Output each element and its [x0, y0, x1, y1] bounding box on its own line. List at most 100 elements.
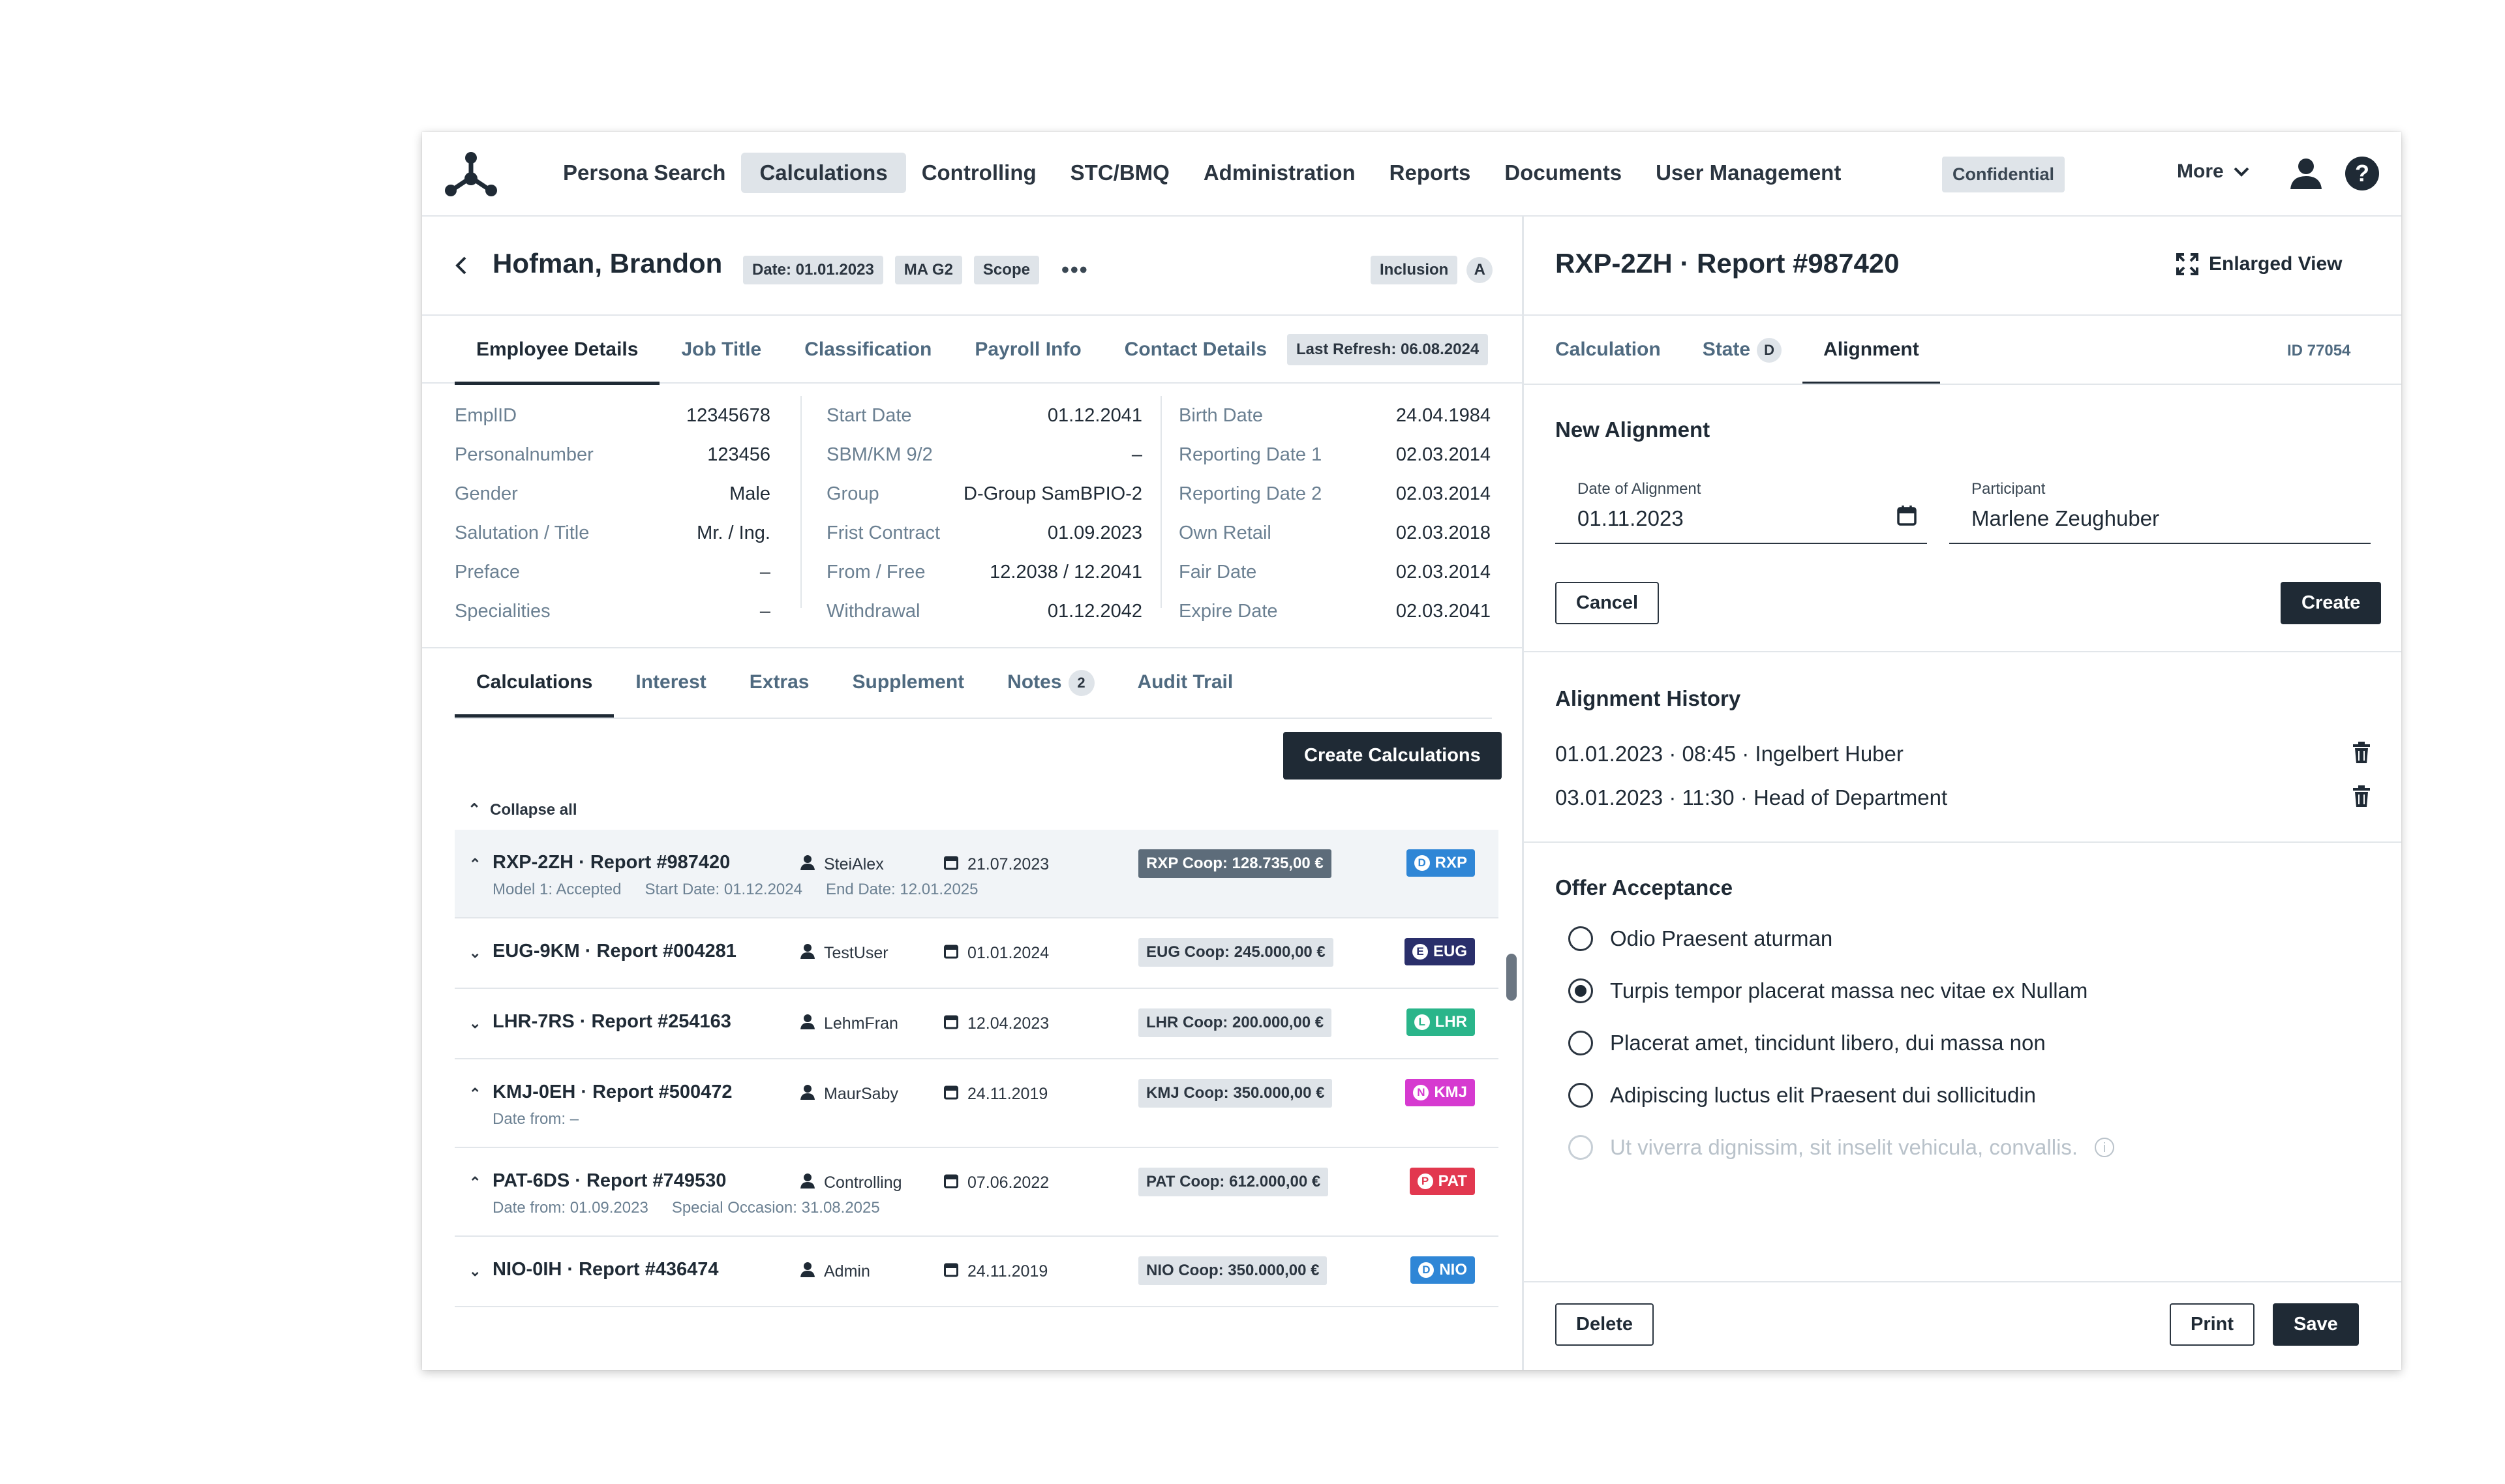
report-date: 24.11.2019: [944, 1262, 1048, 1282]
details-column-1: EmplID 12345678 Personalnumber 123456 Gender…: [455, 396, 770, 631]
tab-classification[interactable]: Classification: [804, 339, 932, 360]
calendar-icon: [944, 1084, 958, 1104]
scope-chip: Scope: [973, 256, 1039, 284]
trash-icon[interactable]: [2352, 785, 2371, 813]
nav-controlling[interactable]: Controlling: [921, 160, 1037, 185]
report-title: RXP-2ZH · Report #987420: [1555, 248, 1900, 279]
detail-label: Expire Date: [1179, 601, 1278, 622]
detail-value: Mr. / Ing.: [697, 522, 770, 543]
nav-administration[interactable]: Administration: [1203, 160, 1356, 185]
tab-audit-trail[interactable]: Audit Trail: [1137, 671, 1234, 693]
offer-acceptance-title: Offer Acceptance: [1555, 875, 1733, 900]
delete-button[interactable]: Delete: [1555, 1303, 1654, 1346]
report-detail-text: Date from: –: [493, 1110, 579, 1128]
chevron-up-icon[interactable]: ⌃: [469, 856, 481, 872]
cancel-button[interactable]: Cancel: [1555, 582, 1660, 624]
detail-row: Withdrawal 01.12.2042: [827, 592, 1142, 631]
nav-persona-search[interactable]: Persona Search: [563, 160, 726, 185]
tab-payroll-info[interactable]: Payroll Info: [975, 339, 1082, 360]
report-row[interactable]: ⌄ EUG-9KM · Report #004281 TestUser 01.01.2…: [455, 918, 1498, 989]
more-menu[interactable]: More: [2177, 160, 2250, 183]
tab-job-title[interactable]: Job Title: [681, 339, 762, 360]
detail-row: From / Free 12.2038 / 12.2041: [827, 553, 1142, 592]
tab-notes[interactable]: Notes 2: [986, 648, 1116, 716]
chevron-up-icon[interactable]: ⌃: [469, 1085, 481, 1102]
offer-option[interactable]: Adipiscing luctus elit Praesent dui soll…: [1568, 1083, 2036, 1108]
more-options-icon[interactable]: •••: [1061, 257, 1089, 282]
tab-calculations[interactable]: Calculations: [455, 648, 615, 718]
report-row[interactable]: ⌃ PAT-6DS · Report #749530 Controlling 07.0…: [455, 1148, 1498, 1237]
tab-extras[interactable]: Extras: [749, 671, 810, 693]
calendar-icon: [944, 943, 958, 963]
tab-state[interactable]: State D: [1682, 316, 1802, 384]
info-icon[interactable]: i: [2095, 1138, 2115, 1157]
report-row-main: ⌄ EUG-9KM · Report #004281 TestUser 01.01.2…: [455, 918, 1498, 988]
tab-supplement[interactable]: Supplement: [852, 671, 965, 693]
print-button[interactable]: Print: [2170, 1303, 2255, 1346]
chevron-down-icon[interactable]: ⌄: [469, 945, 481, 961]
chevron-down-icon[interactable]: ⌄: [469, 1015, 481, 1031]
report-title: RXP-2ZH · Report #987420: [493, 852, 731, 873]
expand-icon: [2176, 253, 2198, 275]
create-button[interactable]: Create: [2281, 582, 2382, 624]
report-details: Model 1: Accepted Start Date: 01.12.2024 E…: [455, 881, 1498, 917]
tag-label: RXP: [1435, 854, 1467, 871]
radio-button[interactable]: [1568, 1031, 1593, 1055]
coop-badge: PAT Coop: 612.000,00 €: [1138, 1168, 1329, 1196]
report-title: PAT-6DS · Report #749530: [493, 1170, 727, 1191]
tab-contact-details[interactable]: Contact Details: [1124, 339, 1268, 360]
report-title: NIO-0IH · Report #436474: [493, 1259, 719, 1280]
tab-interest[interactable]: Interest: [635, 671, 706, 693]
detail-value: 02.03.2014: [1395, 444, 1491, 465]
save-button[interactable]: Save: [2273, 1303, 2359, 1346]
inclusion-badge: A: [1466, 257, 1493, 283]
tab-alignment[interactable]: Alignment: [1802, 316, 1940, 385]
nav-stc-bmq[interactable]: STC/BMQ: [1070, 160, 1170, 185]
participant-field[interactable]: Participant Marlene Zeughuber: [1949, 480, 2371, 544]
offer-option[interactable]: Odio Praesent aturman: [1568, 926, 1832, 951]
tab-state-label: State: [1702, 339, 1751, 360]
detail-value: –: [1131, 444, 1142, 465]
offer-option[interactable]: Turpis tempor placerat massa nec vitae e…: [1568, 978, 2088, 1003]
alignment-history-title: Alignment History: [1555, 686, 1741, 710]
nav-documents[interactable]: Documents: [1504, 160, 1622, 185]
radio-button-selected[interactable]: [1568, 978, 1593, 1003]
report-user-name: Controlling: [824, 1174, 902, 1192]
tab-employee-details[interactable]: Employee Details: [455, 316, 660, 385]
scrollbar-thumb[interactable]: [1506, 954, 1517, 1001]
tag-label: PAT: [1438, 1172, 1467, 1190]
column-divider: [800, 396, 802, 608]
report-row[interactable]: ⌄ NIO-0IH · Report #436474 Admin 24.11.2019…: [455, 1237, 1498, 1307]
trash-icon[interactable]: [2352, 742, 2371, 769]
app-logo[interactable]: [442, 147, 500, 203]
radio-button[interactable]: [1568, 926, 1593, 951]
report-row[interactable]: ⌃ RXP-2ZH · Report #987420 SteiAlex 21.07.2…: [455, 830, 1498, 918]
help-icon[interactable]: ?: [2345, 157, 2379, 190]
radio-button[interactable]: [1568, 1083, 1593, 1108]
report-user-name: TestUser: [824, 944, 888, 962]
user-icon[interactable]: [2289, 157, 2323, 194]
collapse-all-toggle[interactable]: ⌃ Collapse all: [468, 800, 577, 819]
offer-option-label: Placerat amet, tincidunt libero, dui mas…: [1610, 1031, 2046, 1055]
detail-row: Start Date 01.12.2041: [827, 396, 1142, 435]
date-of-alignment-field[interactable]: Date of Alignment 01.11.2023: [1555, 480, 1927, 544]
chevron-up-icon[interactable]: ⌃: [469, 1174, 481, 1190]
create-calculations-button[interactable]: Create Calculations: [1283, 732, 1502, 780]
calendar-icon[interactable]: [1897, 505, 1917, 529]
nav-reports[interactable]: Reports: [1389, 160, 1471, 185]
detail-value: –: [759, 562, 770, 583]
report-row[interactable]: ⌄ LHR-7RS · Report #254163 LehmFran 12.04.2…: [455, 989, 1498, 1059]
section-divider: [1524, 841, 2401, 843]
nav-calculations[interactable]: Calculations: [741, 153, 906, 193]
report-user-name: LehmFran: [824, 1014, 898, 1033]
enlarged-view-button[interactable]: Enlarged View: [2176, 253, 2343, 275]
offer-option[interactable]: Placerat amet, tincidunt libero, dui mas…: [1568, 1031, 2046, 1055]
back-arrow-icon[interactable]: [455, 256, 468, 280]
participant-value: Marlene Zeughuber: [1971, 506, 2160, 530]
detail-row: Reporting Date 1 02.03.2014: [1179, 435, 1491, 474]
chevron-down-icon[interactable]: ⌄: [469, 1263, 481, 1279]
report-row[interactable]: ⌃ KMJ-0EH · Report #500472 MaurSaby 24.11.2…: [455, 1059, 1498, 1148]
detail-row: Own Retail 02.03.2018: [1179, 513, 1491, 553]
nav-user-management[interactable]: User Management: [1656, 160, 1842, 185]
tab-calculation[interactable]: Calculation: [1555, 339, 1661, 360]
